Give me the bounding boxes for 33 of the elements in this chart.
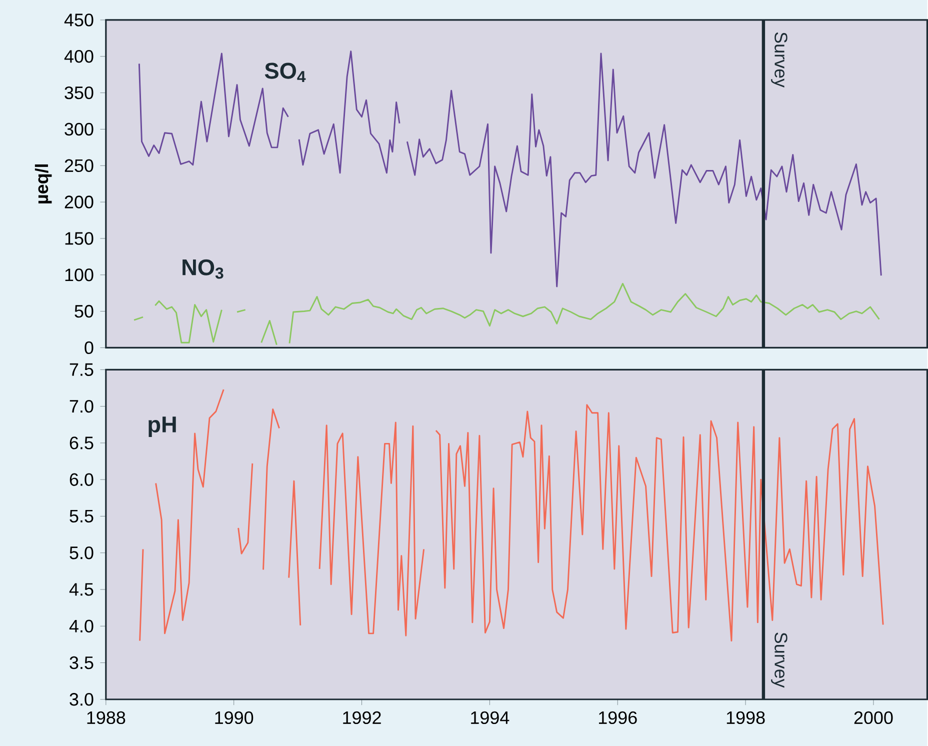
x-tick-label: 1988 [87, 711, 126, 724]
y-tick-label: 250 [64, 159, 94, 172]
y-tick-label: 7.5 [70, 363, 94, 376]
annotation: pH [148, 416, 176, 437]
x-tick-label: 1998 [726, 711, 765, 724]
y-tick-label: 400 [64, 50, 94, 63]
y-tick-label: 3.5 [70, 656, 94, 669]
y-tick-label: 50 [74, 304, 94, 318]
ref-line-label: Survey [771, 632, 788, 688]
y-tick-label: 450 [64, 13, 94, 26]
series-label: NO$_{3}$ [182, 259, 224, 279]
y-tick-label: 350 [64, 86, 94, 99]
x-tick-label: 1992 [343, 711, 381, 724]
y-tick-label: 150 [65, 232, 94, 245]
x-tick-label: 1990 [215, 711, 254, 724]
y-tick-label: 100 [65, 268, 94, 282]
y-tick-label: 3.0 [70, 692, 94, 706]
y-tick-label: 6.0 [70, 473, 94, 486]
y-tick-label: 5.0 [70, 546, 94, 560]
x-tick-label: 1994 [471, 711, 510, 724]
ref-line-label: Survey [771, 32, 788, 88]
y-tick-label: 6.5 [70, 436, 94, 450]
y-tick-label: 200 [64, 196, 94, 208]
y-tick-label: 4.5 [69, 583, 94, 596]
series-label: SO$_{4}$ [264, 62, 306, 82]
y-tick-label: 0 [84, 341, 94, 354]
y-tick-label: 7.0 [70, 400, 94, 412]
x-tick-label: 1996 [598, 711, 637, 724]
x-tick-label: 2000 [854, 711, 893, 724]
y-tick-label: 4.0 [69, 620, 94, 632]
y-tick-label: 5.5 [70, 510, 94, 522]
y-tick-label: 300 [64, 122, 94, 136]
y-axis-title: µeq/l [34, 164, 52, 204]
